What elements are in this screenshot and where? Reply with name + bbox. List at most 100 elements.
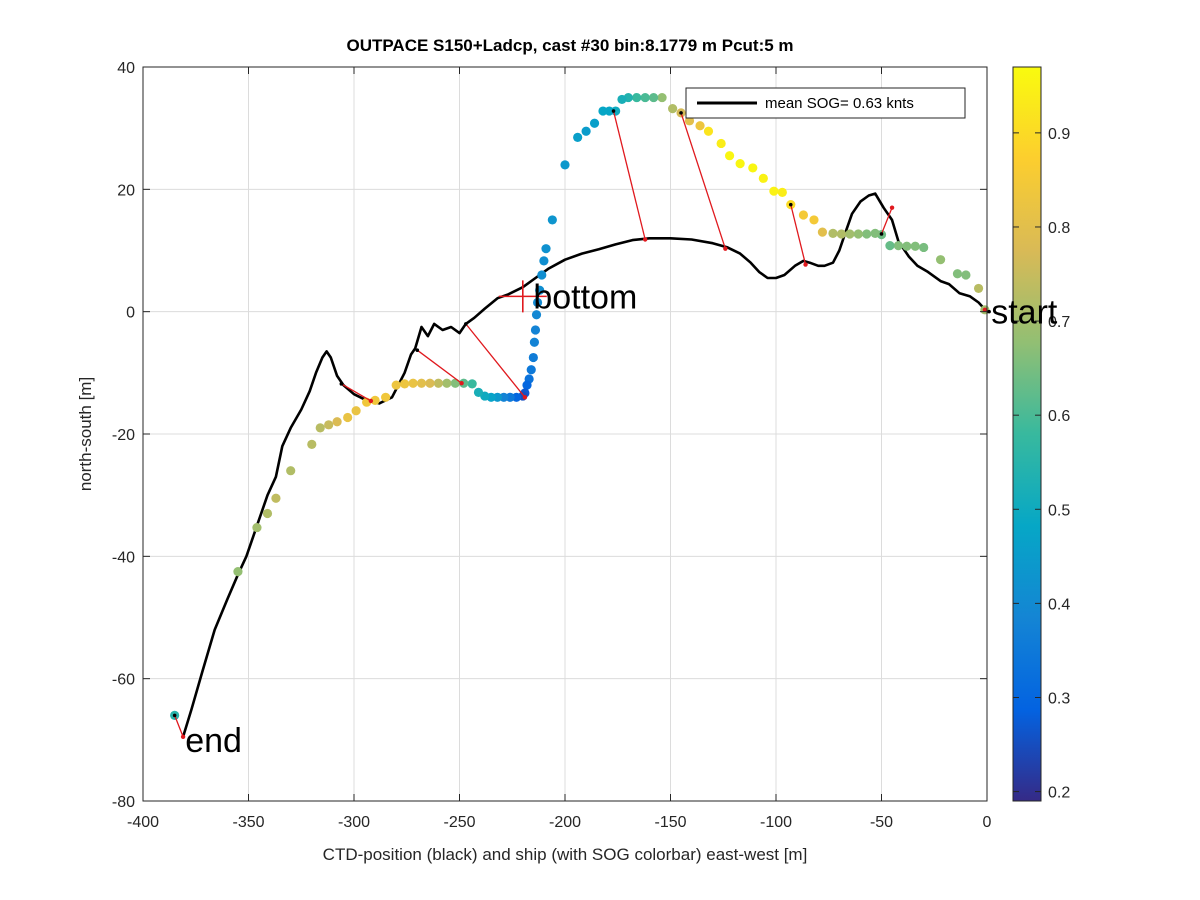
ship-point	[416, 378, 427, 388]
ship-point	[537, 270, 547, 280]
ctd-ship-link	[612, 110, 646, 240]
annotation-label: end	[185, 722, 242, 760]
annotation-label: start	[991, 294, 1058, 332]
ship-point	[961, 270, 971, 280]
ship-point	[547, 215, 557, 225]
ship-point	[391, 380, 401, 390]
ship-point	[870, 228, 880, 238]
ship-point	[573, 132, 583, 142]
ship-link-endpoint	[788, 202, 793, 207]
colorbar-tick-label: 0.8	[1048, 220, 1070, 237]
ship-points-layer	[170, 92, 990, 720]
ship-point	[952, 269, 963, 279]
ship-link-endpoint	[172, 713, 177, 718]
x-tick-label: -300	[338, 814, 370, 831]
ship-point	[640, 92, 650, 103]
x-tick-label: -150	[654, 814, 686, 831]
ctd-link-endpoint	[368, 398, 374, 404]
ship-point	[893, 241, 903, 251]
y-tick-label: -20	[112, 427, 135, 444]
ship-link-endpoint	[415, 348, 420, 353]
ship-point	[589, 118, 600, 128]
ship-point	[541, 244, 551, 254]
ship-point	[769, 186, 779, 196]
ctd-ship-link	[680, 112, 726, 249]
y-tick-label: -80	[112, 794, 135, 811]
ctd-ship-link	[416, 349, 462, 384]
chart-title: OUTPACE S150+Ladcp, cast #30 bin:8.1779 …	[346, 36, 793, 55]
ship-point	[370, 395, 380, 405]
y-tick-label: 40	[117, 60, 135, 77]
ctd-link-endpoint	[889, 205, 895, 210]
ship-point	[535, 285, 545, 295]
ctd-link-endpoint	[803, 262, 808, 267]
x-tick-label: -200	[549, 814, 581, 831]
ship-point	[657, 92, 667, 103]
y-axis-label: north-south [m]	[76, 377, 95, 491]
ship-point	[581, 126, 591, 136]
ship-link-endpoint	[679, 111, 683, 115]
ship-point	[252, 522, 262, 533]
ship-link-endpoint	[879, 232, 884, 236]
ship-point	[307, 439, 317, 449]
ship-point	[809, 215, 819, 225]
ship-point	[522, 380, 532, 390]
ctd-ship-link	[465, 323, 526, 398]
ship-point	[919, 242, 929, 253]
ship-point	[505, 392, 515, 402]
colorbar-tick-label: 0.7	[1048, 314, 1070, 331]
ship-point	[604, 106, 614, 116]
ship-point	[442, 378, 452, 388]
colorbar-tick-label: 0.2	[1048, 785, 1070, 802]
colorbar-tick-label: 0.3	[1048, 690, 1070, 707]
x-tick-label: -50	[870, 814, 893, 831]
ship-point	[748, 163, 758, 173]
x-tick-label: -400	[127, 814, 159, 831]
ship-point	[632, 92, 642, 103]
y-tick-label: -40	[112, 549, 135, 566]
ctd-link-endpoint	[522, 395, 528, 400]
ship-point	[233, 567, 243, 577]
ship-point	[836, 229, 847, 239]
ctd-link-endpoint	[642, 237, 648, 242]
ship-link-endpoint	[464, 322, 468, 326]
ship-point	[724, 151, 735, 161]
x-tick-label: -250	[443, 814, 475, 831]
ship-point	[853, 229, 863, 239]
ship-link-endpoint	[611, 109, 616, 113]
ship-link-endpoint	[339, 382, 344, 386]
ship-point	[528, 352, 538, 363]
correspondence-lines-layer	[172, 109, 991, 739]
ship-point	[560, 160, 570, 170]
ship-point	[532, 297, 543, 308]
marker-layer	[498, 280, 547, 313]
colorbar-tick-label: 0.4	[1048, 596, 1070, 613]
ship-point	[531, 310, 542, 320]
ship-point	[332, 417, 342, 427]
ship-point	[499, 392, 509, 402]
ship-point	[530, 325, 541, 335]
ship-link-endpoint	[987, 309, 991, 314]
y-tick-label: 0	[126, 305, 135, 322]
ship-point	[351, 406, 361, 416]
ship-point	[735, 159, 745, 169]
ctd-link-endpoint	[459, 381, 464, 386]
ship-point	[433, 378, 443, 388]
ship-point	[324, 420, 334, 430]
ship-point	[381, 392, 391, 402]
colorbar-ticks: 0.2 0.3 0.4 0.5 0.6 0.7 0.8 0.9	[1013, 126, 1070, 802]
ship-point	[262, 508, 273, 519]
ship-point	[817, 227, 828, 237]
ship-point	[777, 187, 787, 197]
colorbar-tick-label: 0.6	[1048, 408, 1070, 425]
axis-ticks: -400 -350 -300 -250 -200 -150 -100 -50 0-80-60-4…	[112, 60, 992, 831]
ship-point	[529, 337, 540, 347]
annotation-label: bottom	[533, 278, 637, 316]
annotations: start bottom end	[185, 278, 1058, 759]
ctd-link-endpoint	[982, 307, 988, 313]
ctd-ship-link	[174, 715, 184, 738]
ship-point	[400, 379, 410, 389]
ship-point	[492, 392, 503, 402]
ship-point	[526, 365, 536, 375]
